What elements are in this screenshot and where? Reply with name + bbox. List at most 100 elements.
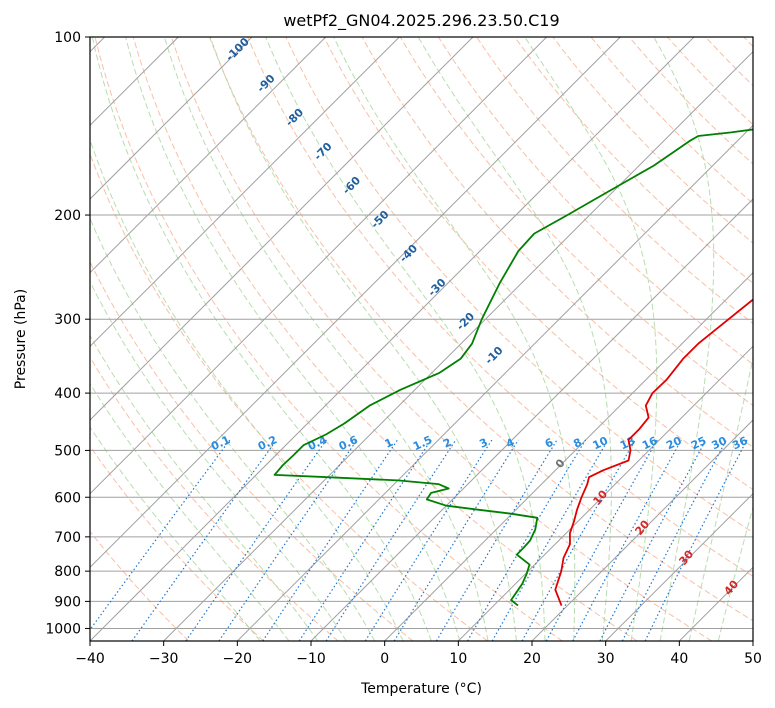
dry-adiabat-label: -20 xyxy=(454,310,477,333)
dry-adiabat-label: -60 xyxy=(340,174,363,197)
moist-adiabat-line xyxy=(90,334,319,641)
y-tick-label: 800 xyxy=(54,564,81,580)
mixing-ratio-line xyxy=(393,439,519,641)
y-tick-label: 700 xyxy=(54,530,81,546)
dry-adiabat-label: -90 xyxy=(254,72,277,95)
mixing-ratio-line xyxy=(185,439,327,641)
moist-adiabat-label: 30 xyxy=(676,547,696,567)
y-tick-label: 1000 xyxy=(45,621,81,637)
profile-lines xyxy=(273,128,753,607)
moist-adiabat-label: 10 xyxy=(590,487,610,507)
x-tick-label: 50 xyxy=(744,651,762,667)
mixing-ratio-label: 10 xyxy=(591,434,611,452)
isotherm-line xyxy=(605,492,753,641)
mixing-ratio-line xyxy=(545,439,658,641)
isotherm-line xyxy=(310,198,753,641)
dry-adiabat-label: -10 xyxy=(482,344,505,367)
dry-adiabat-label: -30 xyxy=(425,276,448,299)
moist-adiabat-line xyxy=(90,382,290,641)
mixing-ratio-label: 16 xyxy=(640,434,660,452)
temperature-line xyxy=(554,298,753,606)
plot-frame xyxy=(89,36,754,642)
dry-adiabat-line xyxy=(209,37,753,622)
background-lines xyxy=(90,37,753,641)
mixing-ratio-line xyxy=(435,439,558,641)
y-tick-label: 200 xyxy=(54,208,81,224)
mixing-ratio-line xyxy=(621,439,727,641)
mixing-ratio-label: 13 xyxy=(618,434,637,452)
dry-adiabat-line xyxy=(132,37,638,641)
dry-adiabat-line xyxy=(247,37,753,577)
mixing-ratio-label: 25 xyxy=(689,434,708,452)
mixing-ratio-line xyxy=(491,439,609,641)
dry-adiabat-label: -40 xyxy=(397,242,420,265)
dry-adiabat-line xyxy=(705,37,753,87)
mixing-ratio-label: 36 xyxy=(730,434,750,452)
moist-adiabat-line xyxy=(717,505,753,641)
isotherm-line xyxy=(236,124,753,641)
line-labels: 0.1 0.2 0.4 0.6 1 1.5 2 3 4 6 8 10 13 16 20 25 30 36-100-… xyxy=(209,35,750,598)
y-tick-label: 900 xyxy=(54,594,81,610)
moist-adiabat-label: 40 xyxy=(721,577,741,597)
mixing-ratio-line xyxy=(131,439,278,641)
mixing-ratio-line xyxy=(521,439,636,641)
dry-adiabat-line xyxy=(90,530,190,641)
moist-adiabat-line xyxy=(90,426,261,641)
moist-adiabat-line xyxy=(90,280,347,641)
dry-adiabat-line xyxy=(743,37,753,48)
mixing-ratio-label: 3 xyxy=(477,436,489,451)
isotherm-line xyxy=(457,345,753,641)
y-axis-label: Pressure (hPa) xyxy=(13,289,29,389)
isotherm-line xyxy=(384,271,753,641)
moist-adiabat-line xyxy=(333,37,576,641)
isotherm-line xyxy=(531,419,753,641)
isotherm-line xyxy=(90,37,621,569)
mixing-ratio-label: 2 xyxy=(441,436,453,451)
x-axis-ticks: −40 −30 −20 −10 0 10 20 30 40 50 xyxy=(75,641,762,667)
y-axis-ticks: 100 200 300 400 500 600 700 800 900 1000 xyxy=(45,30,90,637)
dry-adiabat-line xyxy=(90,356,339,641)
dry-adiabat-label: -100 xyxy=(223,35,252,64)
moist-adiabat-line xyxy=(163,37,489,641)
moist-adiabat-line xyxy=(265,37,546,641)
x-tick-label: 0 xyxy=(380,651,389,667)
mixing-ratio-line xyxy=(644,439,748,641)
moist-adiabat-line xyxy=(417,37,612,641)
mixing-ratio-label: 30 xyxy=(710,434,730,452)
moist-adiabat-label: 20 xyxy=(632,517,652,537)
y-tick-label: 300 xyxy=(54,312,81,328)
x-tick-label: 20 xyxy=(523,651,541,667)
isotherm-line xyxy=(163,50,753,641)
isotherm-line xyxy=(90,37,474,421)
moist-adiabat-line xyxy=(688,355,753,641)
mixing-ratio-line xyxy=(90,439,231,631)
moist-adiabat-line xyxy=(524,37,658,641)
dry-adiabat-line xyxy=(90,260,414,641)
x-tick-label: −10 xyxy=(296,651,326,667)
x-tick-label: 40 xyxy=(670,651,688,667)
moist-adiabat-line xyxy=(90,138,404,641)
dry-adiabat-line xyxy=(437,37,753,365)
isotherm-line xyxy=(90,37,327,274)
isotherm-line xyxy=(678,566,753,641)
moist-adiabat-line xyxy=(653,37,715,641)
dry-adiabat-line xyxy=(90,445,264,641)
y-tick-label: 600 xyxy=(54,490,81,506)
mixing-ratio-line xyxy=(262,439,399,641)
x-tick-label: 30 xyxy=(597,651,615,667)
dry-adiabat-line xyxy=(170,37,712,641)
isotherm-line xyxy=(90,37,695,641)
moist-adiabat-line xyxy=(209,37,517,641)
isotherm-line xyxy=(90,37,548,495)
y-tick-label: 500 xyxy=(54,443,81,459)
moist-adiabat-line xyxy=(90,217,376,641)
mixing-ratio-line xyxy=(218,439,358,641)
mixing-ratio-label: 20 xyxy=(664,434,684,452)
x-tick-label: 10 xyxy=(449,651,467,667)
chart-title: wetPf2_GN04.2025.296.23.50.C19 xyxy=(283,11,559,31)
mixing-ratio-line xyxy=(325,439,457,641)
isotherm-line xyxy=(90,37,400,348)
dewpoint-line xyxy=(273,128,753,607)
x-axis-label: Temperature (°C) xyxy=(360,681,482,697)
mixing-ratio-line xyxy=(364,439,493,641)
